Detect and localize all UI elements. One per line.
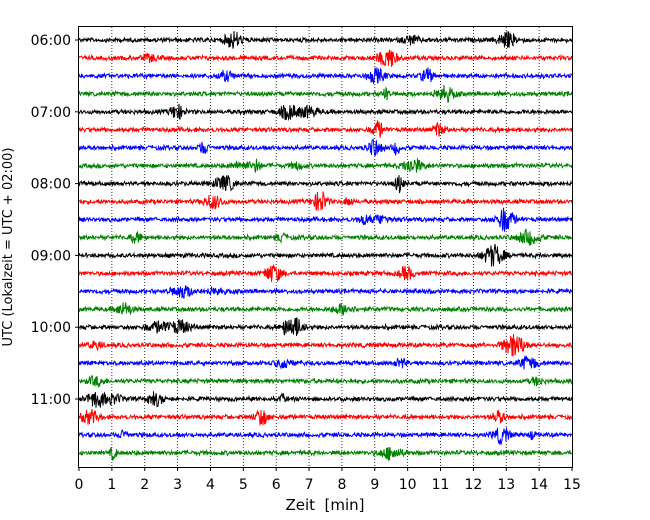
seismic-trace: [78, 120, 573, 138]
y-tick-label: 11:00: [31, 392, 71, 408]
x-axis-ticks: 0 1 2 3 4 5 6 7 8 9 10 11 12 13 14 15: [75, 467, 581, 493]
seismic-trace: [78, 427, 573, 445]
seismic-trace: [78, 175, 573, 194]
seismic-trace: [78, 228, 573, 246]
x-tick-label: 8: [337, 477, 346, 493]
seismic-trace: [78, 374, 573, 389]
x-tick-label: 11: [432, 477, 450, 493]
seismic-trace: [78, 355, 573, 370]
x-tick-label: 9: [370, 477, 379, 493]
grid-lines: [111, 27, 540, 467]
y-tick-label: 06:00: [31, 33, 71, 49]
plot-frame: [78, 26, 573, 468]
y-tick-label: 08:00: [31, 177, 71, 193]
seismic-trace: [78, 391, 573, 409]
x-tick-label: 14: [530, 477, 548, 493]
seismic-trace: [78, 207, 573, 232]
x-tick-label: 3: [173, 477, 182, 493]
x-tick-label: 4: [206, 477, 215, 493]
x-tick-label: 15: [563, 477, 581, 493]
seismic-trace: [78, 334, 573, 357]
x-tick-label: 2: [140, 477, 149, 493]
x-tick-label: 12: [464, 477, 482, 493]
x-tick-label: 10: [399, 477, 417, 493]
x-axis-title: Zeit [min]: [285, 496, 364, 514]
y-axis-ticks: 06:00 07:00 08:00 09:00 10:00 11:00: [31, 33, 79, 408]
x-tick-label: 0: [75, 477, 84, 493]
seismic-trace: [78, 84, 573, 103]
seismic-traces: [78, 31, 573, 462]
seismic-trace: [78, 263, 573, 283]
seismic-trace: [78, 447, 573, 462]
seismic-trace: [78, 31, 573, 49]
seismic-trace: [78, 285, 573, 299]
x-tick-label: 6: [272, 477, 281, 493]
seismic-trace: [78, 317, 573, 336]
seismic-trace: [78, 243, 573, 267]
seismic-trace: [78, 67, 573, 84]
y-tick-label: 07:00: [31, 105, 71, 121]
y-tick-label: 09:00: [31, 248, 71, 264]
x-tick-label: 13: [497, 477, 515, 493]
x-tick-label: 7: [305, 477, 314, 493]
seismic-trace: [78, 158, 573, 174]
y-axis-title: UTC (Lokalzeit = UTC + 02:00): [1, 148, 16, 347]
seismic-trace: [78, 191, 573, 211]
seismic-trace: [78, 302, 573, 316]
seismic-trace: [78, 409, 573, 427]
seismic-trace: [78, 137, 573, 157]
x-tick-label: 1: [107, 477, 116, 493]
y-tick-label: 10:00: [31, 320, 71, 336]
seismic-trace: [78, 103, 573, 121]
seismic-trace: [78, 49, 573, 67]
x-tick-label: 5: [239, 477, 248, 493]
